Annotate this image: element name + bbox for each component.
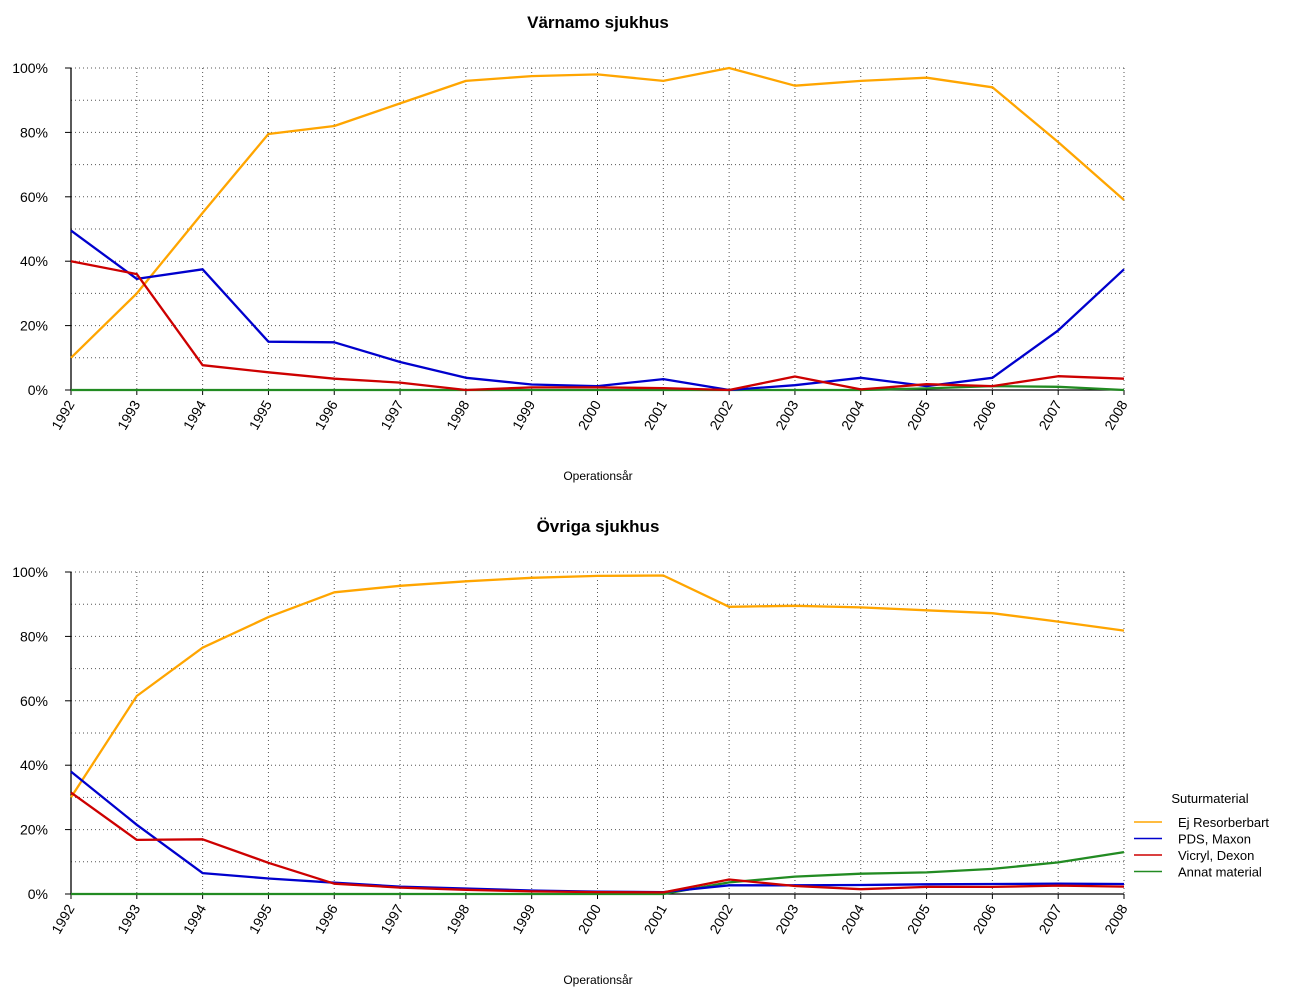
series-line-ej-resorberbart: [70, 66, 1125, 359]
x-axis-label: Operationsår: [563, 469, 632, 483]
x-tick-label: 2008: [1101, 901, 1131, 936]
x-tick-label: 2006: [970, 901, 1000, 936]
legend-label: Ej Resorberbart: [1178, 815, 1269, 830]
x-tick-label: 1994: [180, 901, 210, 936]
grid: [70, 571, 1125, 895]
legend: Suturmaterial Ej Resorberbart PDS, MaxonV…: [1134, 791, 1269, 880]
chart-title: Värnamo sjukhus: [527, 13, 669, 32]
y-tick-label: 0%: [28, 382, 48, 398]
legend-title: Suturmaterial: [1171, 791, 1248, 806]
x-tick-label: 2003: [772, 901, 802, 936]
x-tick-label: 1995: [246, 397, 276, 432]
series-line-annat-material: [71, 384, 1125, 392]
x-tick-label: 2004: [838, 397, 868, 432]
x-tick-label: 1993: [114, 901, 144, 936]
x-tick-label: 2000: [575, 397, 605, 432]
y-tick-label: 100%: [12, 564, 48, 580]
axes: [65, 67, 1125, 395]
x-tick-label: 2006: [970, 397, 1000, 432]
x-tick-label: 1992: [48, 901, 78, 936]
series-line-vicryl-dexon: [70, 791, 1125, 894]
x-tick-label: 1994: [180, 397, 210, 432]
x-tick-labels: 1992 1993 1994 1995 1996 1997 1998 1999 2000 2001…: [48, 901, 1131, 936]
series-line-pds-maxon: [70, 770, 1125, 894]
x-tick-label: 2001: [640, 397, 670, 432]
legend-label: PDS, Maxon: [1178, 832, 1251, 847]
x-tick-label: 1999: [509, 901, 539, 936]
x-tick-labels: 1992 1993 1994 1995 1996 1997 1998 1999 2000 2001…: [48, 397, 1131, 432]
y-tick-label: 40%: [20, 253, 48, 269]
y-tick-label: 80%: [20, 628, 48, 644]
x-tick-label: 2005: [904, 901, 934, 936]
x-tick-label: 1995: [246, 901, 276, 936]
y-tick-labels: 0% 20% 40% 60% 80% 100%: [12, 60, 48, 398]
grid: [70, 67, 1125, 391]
x-tick-label: 2008: [1101, 397, 1131, 432]
series-line-pds-maxon: [70, 229, 1125, 392]
y-tick-label: 0%: [28, 886, 48, 902]
y-tick-label: 40%: [20, 757, 48, 773]
x-tick-label: 1993: [114, 397, 144, 432]
y-tick-label: 80%: [20, 124, 48, 140]
legend-label: Annat material: [1178, 865, 1262, 880]
chart-panel-ovriga: Övriga sjukhus 0%20%40%60%80%100% 1992 19…: [12, 517, 1131, 987]
y-tick-label: 100%: [12, 60, 48, 76]
x-tick-label: 1999: [509, 397, 539, 432]
series-line-ej-resorberbart: [70, 574, 1125, 799]
y-tick-label: 60%: [20, 189, 48, 205]
y-tick-label: 20%: [20, 822, 48, 838]
chart-panel-varnamo: Värnamo sjukhus 0%20%40%60%80%100% 1992 1…: [12, 13, 1131, 483]
x-tick-label: 1996: [311, 901, 341, 936]
y-tick-labels: 0% 20% 40% 60% 80% 100%: [12, 564, 48, 902]
y-tick-label: 60%: [20, 693, 48, 709]
axes: [65, 571, 1125, 899]
x-tick-label: 1998: [443, 397, 473, 432]
x-tick-label: 2001: [640, 901, 670, 936]
legend-label: Vicryl, Dexon: [1178, 848, 1254, 863]
x-tick-label: 2007: [1035, 901, 1065, 936]
x-tick-label: 1992: [48, 397, 78, 432]
x-axis-label: Operationsår: [563, 973, 632, 987]
chart-title: Övriga sjukhus: [537, 517, 660, 536]
x-tick-label: 1998: [443, 901, 473, 936]
series-lines: [70, 66, 1125, 392]
series-lines: [70, 574, 1125, 896]
x-tick-label: 2007: [1035, 397, 1065, 432]
x-tick-label: 2004: [838, 901, 868, 936]
x-tick-label: 2002: [706, 901, 736, 936]
x-tick-label: 2005: [904, 397, 934, 432]
x-tick-label: 1997: [377, 901, 407, 936]
x-tick-label: 2002: [706, 397, 736, 432]
series-line-vicryl-dexon: [70, 260, 1125, 392]
x-tick-label: 1996: [311, 397, 341, 432]
x-tick-label: 2003: [772, 397, 802, 432]
y-tick-label: 20%: [20, 318, 48, 334]
x-tick-label: 2000: [575, 901, 605, 936]
series-line-annat-material: [71, 850, 1125, 896]
x-tick-label: 1997: [377, 397, 407, 432]
